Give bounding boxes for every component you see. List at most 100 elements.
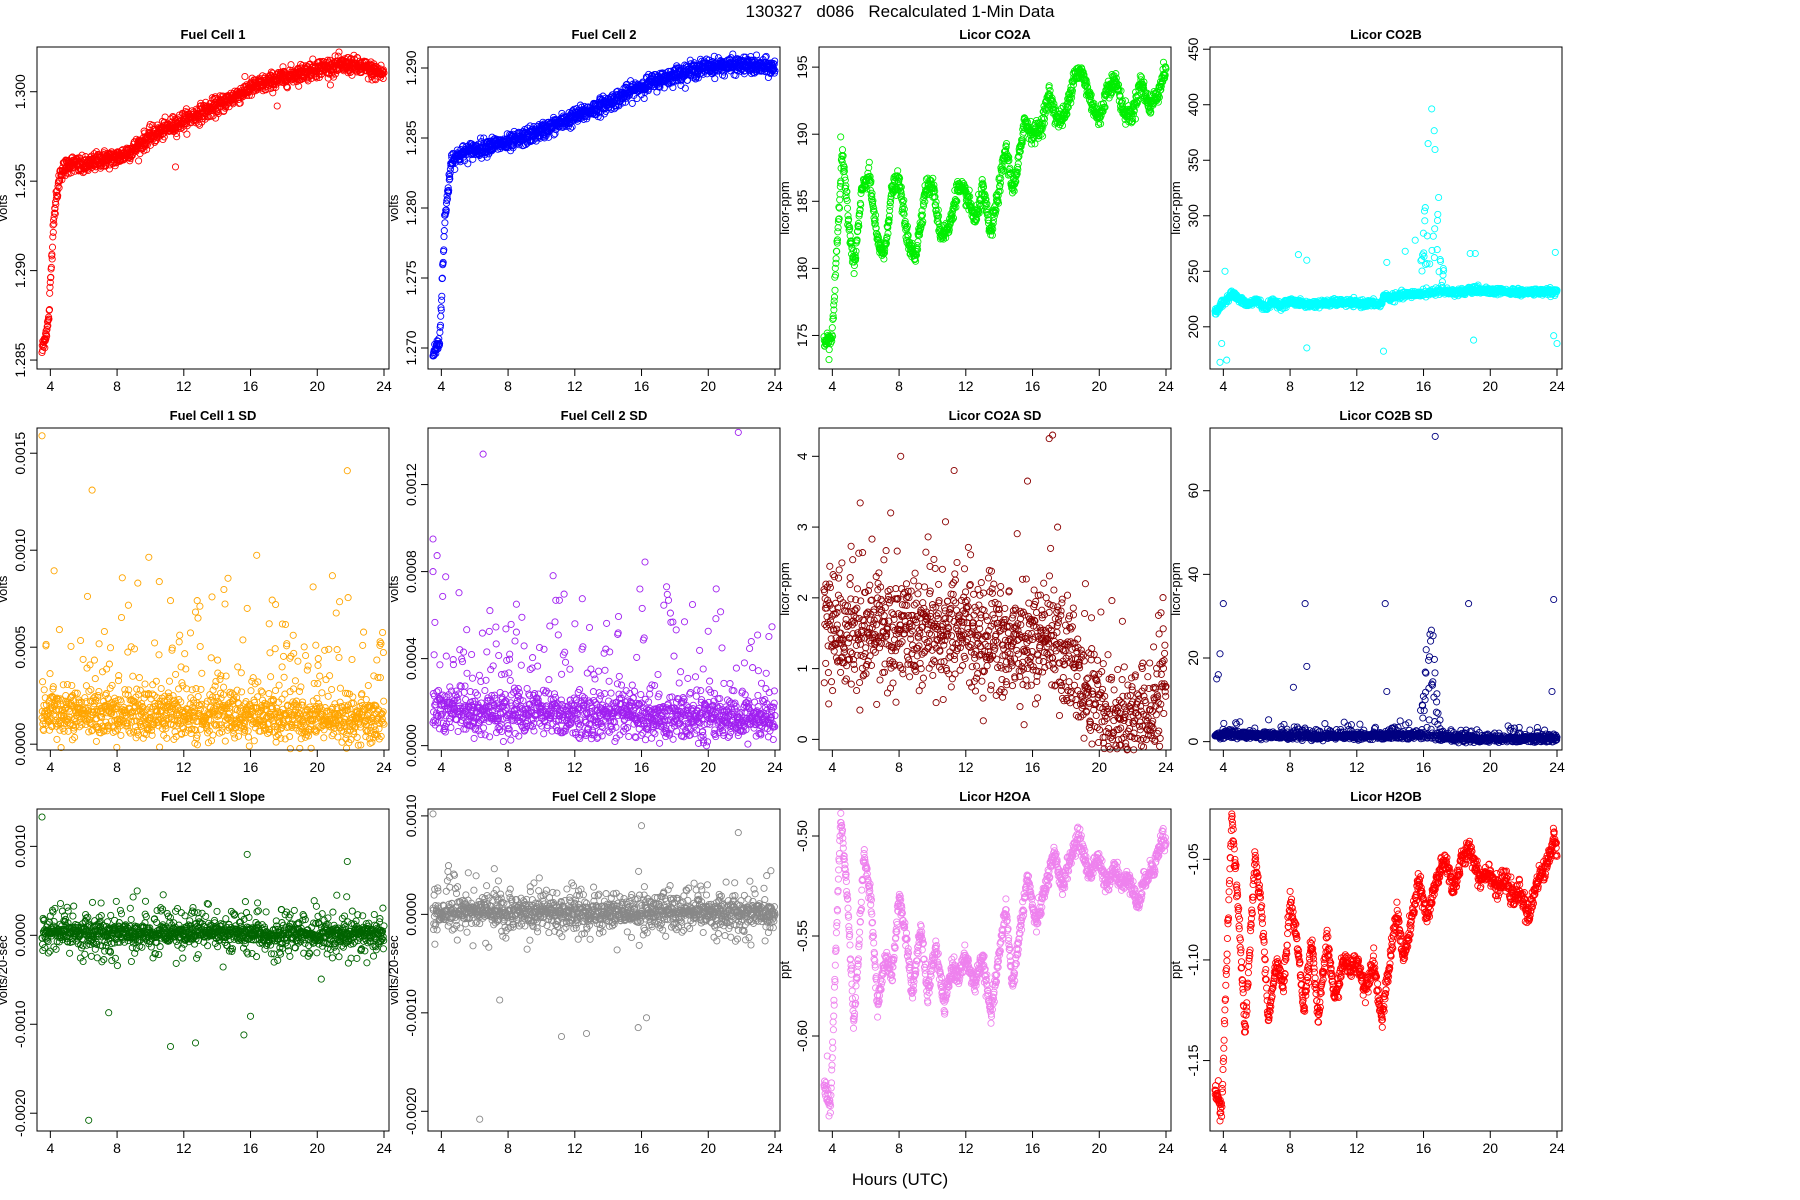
data-points — [429, 50, 779, 360]
y-tick-label: 1.295 — [12, 163, 28, 198]
y-tick-label: 1.270 — [403, 330, 419, 365]
x-tick-label: 24 — [767, 378, 783, 394]
data-points — [820, 58, 1170, 364]
data-point — [441, 219, 449, 227]
x-tick-label: 8 — [895, 378, 903, 394]
data-point — [51, 205, 59, 213]
data-point — [628, 99, 636, 107]
data-point — [45, 306, 54, 314]
data-point — [50, 213, 58, 221]
data-point — [149, 121, 157, 129]
data-point — [1438, 278, 1446, 286]
y-tick-label: 1.285 — [12, 342, 28, 377]
data-point — [1433, 216, 1442, 225]
data-point — [720, 72, 729, 80]
data-point — [326, 81, 334, 89]
data-point — [1431, 225, 1439, 233]
y-tick-label: 1.290 — [403, 50, 419, 85]
data-point — [1097, 120, 1105, 128]
x-tick-label: 24 — [1158, 378, 1174, 394]
data-point — [54, 192, 62, 200]
data-point — [752, 51, 761, 59]
y-axis-label: licor-ppm — [777, 181, 792, 234]
y-tick-label: 185 — [794, 189, 810, 213]
x-tick-label: 4 — [437, 378, 445, 394]
data-point — [45, 315, 53, 323]
data-point — [1418, 267, 1426, 275]
data-point — [838, 146, 847, 154]
data-point — [831, 286, 839, 294]
data-points — [1211, 105, 1561, 366]
y-tick-label: 1.275 — [403, 260, 419, 295]
data-point — [1428, 105, 1436, 113]
x-tick-label: 16 — [634, 378, 650, 394]
data-point — [335, 48, 343, 56]
data-point — [843, 204, 852, 212]
y-tick-label: 175 — [794, 324, 810, 348]
data-point — [833, 247, 841, 255]
x-tick-label: 12 — [958, 378, 974, 394]
x-tick-label: 8 — [113, 378, 121, 394]
data-point — [135, 157, 143, 165]
data-point — [1434, 210, 1442, 218]
data-point — [834, 224, 842, 232]
data-point — [48, 255, 56, 263]
x-tick-label: 12 — [176, 378, 192, 394]
data-point — [201, 115, 209, 123]
data-point — [48, 250, 56, 258]
panel-title: Fuel Cell 1 — [180, 27, 245, 42]
data-point — [832, 255, 840, 263]
data-point — [830, 293, 839, 301]
data-point — [1429, 232, 1437, 240]
data-point — [50, 220, 58, 228]
x-tick-label: 16 — [1025, 378, 1041, 394]
data-point — [241, 72, 249, 81]
data-point — [1435, 268, 1443, 276]
data-point — [43, 325, 51, 334]
panel-title: Licor CO2A — [959, 27, 1031, 42]
x-tick-label: 16 — [243, 378, 259, 394]
data-point — [843, 188, 851, 196]
data-point — [143, 146, 151, 154]
data-point — [49, 233, 57, 241]
data-point — [51, 210, 59, 218]
data-point — [273, 102, 281, 110]
x-tick-label: 24 — [376, 378, 392, 394]
data-points — [38, 48, 388, 357]
data-point — [55, 184, 63, 192]
y-tick-label: 195 — [794, 55, 810, 79]
data-point — [437, 312, 445, 320]
data-point — [711, 75, 719, 83]
x-tick-label: 20 — [700, 378, 716, 394]
data-point — [1435, 193, 1443, 202]
data-point — [440, 233, 448, 241]
data-point — [1014, 160, 1022, 168]
data-point — [49, 228, 57, 236]
data-point — [42, 327, 50, 335]
data-point — [837, 133, 845, 141]
data-point — [451, 165, 459, 173]
x-tick-label: 20 — [1091, 378, 1107, 394]
y-tick-label: 180 — [794, 256, 810, 280]
data-point — [825, 346, 833, 354]
data-point — [143, 141, 151, 149]
y-tick-label: 190 — [794, 122, 810, 146]
panel-title: Fuel Cell 2 — [571, 27, 636, 42]
figure-title: 130327 d086 Recalculated 1-Min Data — [745, 2, 1055, 21]
data-point — [50, 209, 58, 217]
data-point — [47, 273, 55, 281]
data-point — [1421, 217, 1429, 225]
x-tick-label: 12 — [567, 378, 583, 394]
data-point — [173, 133, 181, 141]
data-point — [41, 344, 49, 352]
data-point — [46, 278, 54, 286]
data-point — [440, 227, 448, 235]
data-point — [681, 84, 689, 92]
x-tick-label: 20 — [309, 378, 325, 394]
data-point — [42, 335, 50, 343]
